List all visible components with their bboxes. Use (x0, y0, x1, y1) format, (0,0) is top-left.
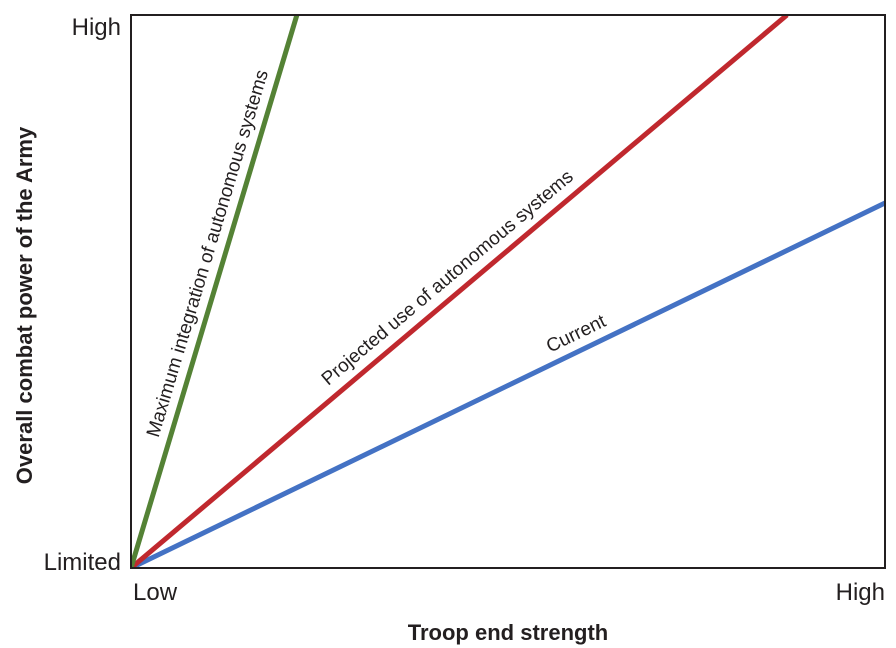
series-line-projected-use-of-autonomous-systems (131, 15, 789, 568)
series-label-projected-use-of-autonomous-systems: Projected use of autonomous systems (318, 166, 578, 390)
y-tick-label-high: High (72, 14, 121, 41)
series-line-current (131, 200, 885, 568)
series-lines (131, 15, 885, 568)
y-axis-title: Overall combat power of the Army (12, 126, 37, 484)
y-tick-label-limited: Limited (44, 549, 121, 576)
x-tick-label-low: Low (133, 579, 178, 606)
series-line-maximum-integration-of-autonomous-systems (131, 15, 300, 568)
x-tick-label-high: High (836, 579, 885, 606)
series-label-maximum-integration-of-autonomous-systems: Maximum integration of autonomous system… (143, 67, 273, 439)
x-axis-title: Troop end strength (408, 620, 608, 645)
plot-frame (130, 14, 886, 569)
